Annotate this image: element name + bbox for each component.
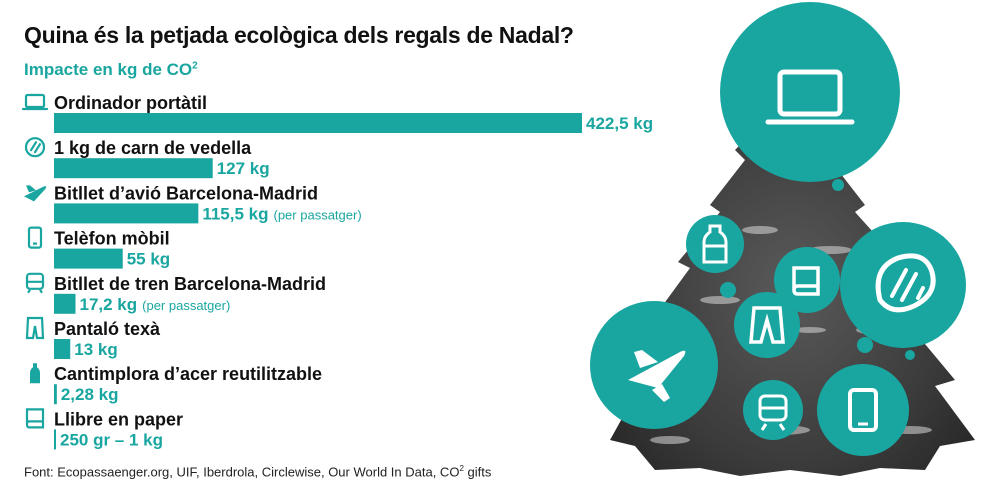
chart-subtitle: Impacte en kg de CO2 bbox=[24, 60, 198, 80]
bar bbox=[54, 339, 71, 359]
category-label: Bitllet d’avió Barcelona-Madrid bbox=[54, 183, 318, 203]
source-text-end: gifts bbox=[463, 464, 492, 480]
bar bbox=[54, 429, 56, 450]
data-label-value: 17,2 kg bbox=[79, 295, 137, 314]
category-label: Ordinador portàtil bbox=[54, 93, 207, 113]
bar bbox=[54, 384, 57, 405]
ornament bbox=[857, 337, 873, 353]
data-label: 17,2 kg (per passatger) bbox=[79, 295, 230, 314]
data-label-note: (per passatger) bbox=[142, 298, 230, 313]
category-label: Llibre en paper bbox=[54, 409, 183, 429]
bar bbox=[54, 248, 123, 269]
data-label-value: 250 gr – 1 kg bbox=[60, 430, 163, 449]
ornament bbox=[720, 282, 736, 298]
meat-bubble bbox=[840, 222, 966, 348]
bar bbox=[54, 158, 213, 179]
category-label: Pantaló texà bbox=[54, 319, 161, 339]
data-label-value: 127 kg bbox=[217, 159, 270, 178]
ornament bbox=[905, 350, 915, 360]
bar-chart: Ordinador portàtil 422,5 kg 1 kg de carn d… bbox=[21, 93, 653, 450]
bottle-icon bbox=[30, 363, 40, 384]
bar bbox=[54, 203, 199, 224]
bar bbox=[54, 113, 582, 133]
book-icon bbox=[25, 408, 45, 429]
bar bbox=[54, 293, 76, 314]
category-label: Telèfon mòbil bbox=[54, 229, 170, 249]
christmas-tree-illustration bbox=[590, 2, 975, 476]
category-label: Cantimplora d’acer reutilitzable bbox=[54, 364, 322, 384]
jeans-icon bbox=[25, 316, 45, 340]
data-label: 2,28 kg bbox=[61, 385, 119, 404]
subtitle-text: Impacte en kg de CO bbox=[24, 60, 193, 79]
laptop-icon bbox=[21, 93, 49, 111]
ornament bbox=[832, 179, 844, 191]
meat-icon bbox=[24, 137, 46, 158]
data-label-value: 13 kg bbox=[74, 340, 117, 359]
chart-title: Quina és la petjada ecològica dels regal… bbox=[24, 22, 574, 48]
book-bubble bbox=[774, 247, 840, 313]
source-subscript: 2 bbox=[459, 464, 464, 473]
data-label: 55 kg bbox=[127, 250, 170, 269]
data-label: 250 gr – 1 kg bbox=[60, 430, 163, 449]
source-text: Font: Ecopassaenger.org, UIF, Iberdrola,… bbox=[24, 464, 460, 480]
subtitle-subscript: 2 bbox=[192, 60, 198, 72]
data-label: 13 kg bbox=[74, 340, 117, 359]
train-bubble bbox=[743, 380, 803, 440]
data-label-value: 422,5 kg bbox=[586, 114, 653, 133]
plane-bubble bbox=[590, 301, 718, 429]
data-label-note: (per passatger) bbox=[274, 207, 362, 222]
category-label: 1 kg de carn de vedella bbox=[54, 138, 252, 158]
data-label-value: 115,5 kg bbox=[202, 204, 268, 223]
laptop-bubble bbox=[720, 2, 900, 182]
plane-icon bbox=[24, 185, 47, 202]
source-note: Font: Ecopassaenger.org, UIF, Iberdrola,… bbox=[24, 464, 491, 479]
data-label-value: 55 kg bbox=[127, 250, 170, 269]
phone-bubble bbox=[817, 364, 909, 456]
phone-icon bbox=[27, 226, 43, 249]
bar-row: Ordinador portàtil 422,5 kg bbox=[21, 93, 653, 133]
data-label-value: 2,28 kg bbox=[61, 385, 119, 404]
bottle-bubble bbox=[686, 215, 744, 273]
data-label: 422,5 kg bbox=[586, 114, 653, 133]
data-label: 115,5 kg (per passatger) bbox=[202, 204, 361, 223]
jeans-bubble bbox=[734, 292, 800, 358]
train-icon bbox=[25, 272, 45, 294]
data-label: 127 kg bbox=[217, 159, 270, 178]
category-label: Bitllet de tren Barcelona-Madrid bbox=[54, 274, 326, 294]
